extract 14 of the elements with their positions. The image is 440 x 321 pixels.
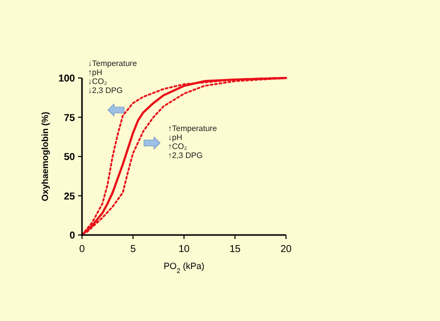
- y-tick-label: 0: [69, 230, 76, 242]
- annotation: ↓Temperature ↑pH ↓CO₂ ↓2,3 DPG: [88, 59, 138, 95]
- x-tick-label: 10: [178, 244, 190, 255]
- y-tick-label: 75: [64, 112, 76, 124]
- x-tick-label: 15: [229, 244, 241, 255]
- x-tick-label: 0: [79, 244, 86, 255]
- x-tick-label: 5: [130, 244, 136, 255]
- annotation: ↑Temperature ↓pH ↑CO₂ ↑2,3 DPG: [168, 124, 218, 160]
- y-tick-label: 50: [64, 152, 76, 163]
- y-axis-title: Oxyhaemoglobin (%): [40, 112, 50, 202]
- y-tick-label: 100: [58, 74, 76, 84]
- x-axis-title: PO$_{2}$ (kPa): [164, 261, 204, 274]
- x-tick-label: 20: [280, 244, 292, 255]
- y-tick-label: 25: [64, 191, 76, 202]
